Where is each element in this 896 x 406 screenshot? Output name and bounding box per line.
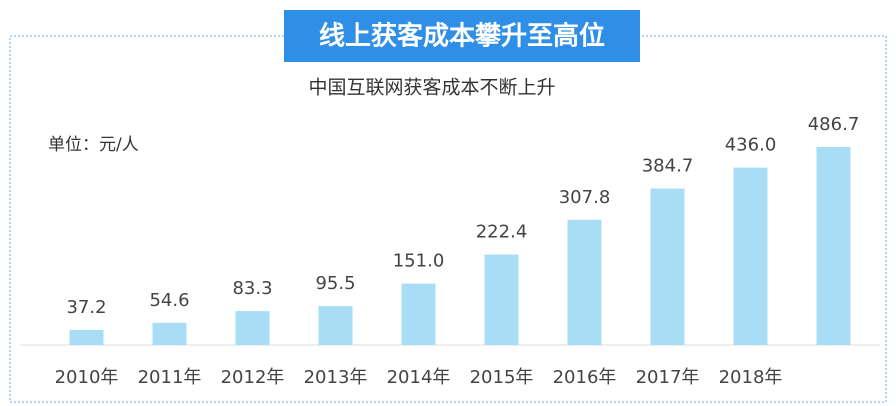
bar — [733, 167, 768, 345]
value-label: 54.6 — [149, 290, 189, 311]
x-tick-label: 2010年 — [55, 367, 119, 388]
bar — [235, 311, 270, 345]
value-label: 486.7 — [808, 114, 860, 135]
x-tick-label: 2016年 — [553, 367, 617, 388]
bar — [650, 188, 685, 345]
bar — [318, 306, 353, 345]
title-banner — [284, 10, 640, 62]
chart-title: 线上获客成本攀升至高位 — [319, 21, 605, 52]
bar — [567, 219, 602, 345]
x-tick-label: 2018年 — [719, 367, 783, 388]
value-label: 222.4 — [476, 222, 528, 243]
value-label: 307.8 — [559, 187, 611, 208]
x-tick-label: 2017年 — [636, 367, 700, 388]
value-label: 436.0 — [725, 135, 777, 156]
value-label: 37.2 — [66, 297, 106, 318]
x-tick-label: 2013年 — [304, 367, 368, 388]
value-label: 95.5 — [315, 273, 355, 294]
x-tick-label: 2011年 — [138, 367, 202, 388]
value-label: 151.0 — [393, 251, 445, 272]
chart-subtitle: 中国互联网获客成本不断上升 — [308, 77, 555, 99]
x-tick-label: 2012年 — [221, 367, 285, 388]
x-tick-label: 2014年 — [387, 367, 451, 388]
x-tick-label: 2015年 — [470, 367, 534, 388]
value-label: 384.7 — [642, 155, 694, 176]
value-label: 83.3 — [232, 278, 272, 299]
bar — [484, 254, 519, 345]
bar — [401, 283, 436, 345]
unit-label: 单位：元/人 — [48, 135, 139, 155]
bar — [69, 329, 104, 345]
bar — [816, 147, 851, 345]
bar — [152, 322, 187, 345]
